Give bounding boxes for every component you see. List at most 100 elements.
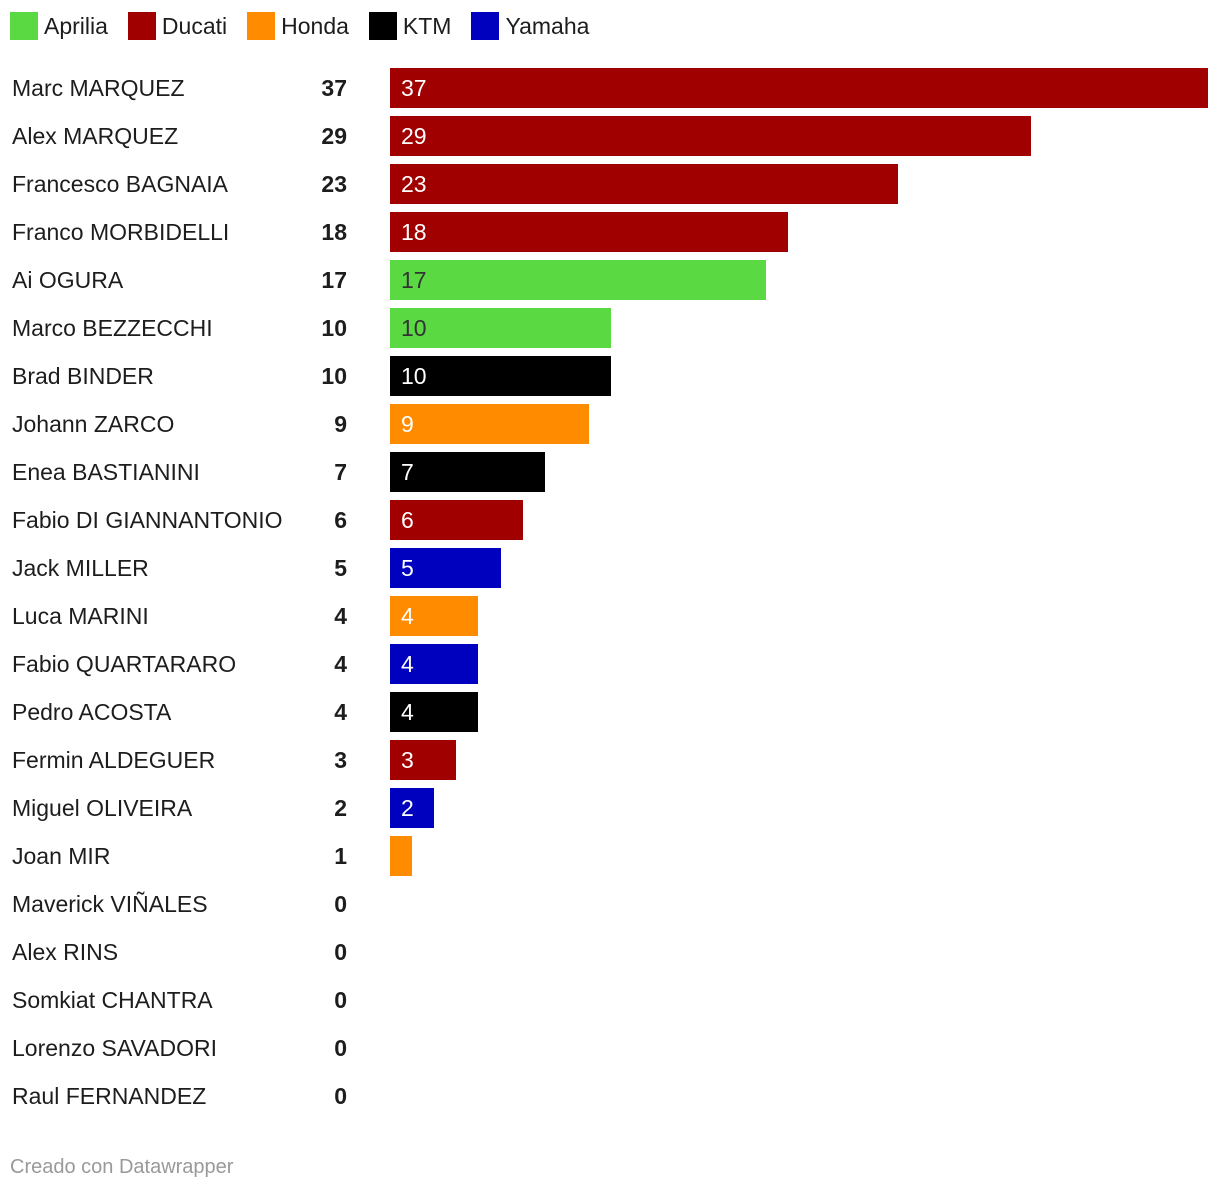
value-label: 2 bbox=[334, 795, 347, 821]
value-label: 3 bbox=[334, 747, 347, 773]
category-label: Maverick VIÑALES bbox=[12, 891, 208, 917]
category-label: Somkiat CHANTRA bbox=[12, 987, 213, 1013]
bar-data-label: 4 bbox=[401, 603, 414, 629]
legend-label: KTM bbox=[402, 12, 452, 39]
bar-row: Luca MARINI 4 4 bbox=[0, 596, 1220, 636]
value-label: 0 bbox=[334, 939, 347, 965]
legend-item: Honda bbox=[247, 12, 349, 40]
category-label: Fermin ALDEGUER bbox=[12, 747, 216, 773]
category-label: Ai OGURA bbox=[12, 267, 124, 293]
value-label: 37 bbox=[321, 75, 347, 101]
category-label: Alex RINS bbox=[12, 939, 119, 965]
value-label: 0 bbox=[334, 1083, 347, 1109]
bar-data-label: 10 bbox=[401, 315, 427, 341]
bar-row: Fabio DI GIANNANTONIO 6 6 bbox=[0, 500, 1220, 540]
legend-swatch bbox=[247, 12, 276, 40]
value-label: 4 bbox=[334, 603, 347, 629]
bar: 6 bbox=[390, 500, 523, 540]
legend-swatch bbox=[368, 12, 397, 40]
category-label: Fabio DI GIANNANTONIO bbox=[12, 507, 283, 533]
bar: 10 bbox=[390, 308, 612, 348]
category-label: Enea BASTIANINI bbox=[12, 459, 200, 485]
bar: 4 bbox=[390, 692, 479, 732]
bar-data-label: 9 bbox=[401, 411, 414, 437]
bar-row: Joan MIR 1 bbox=[0, 836, 1220, 876]
bar-row: Johann ZARCO 9 9 bbox=[0, 404, 1220, 444]
category-label: Francesco BAGNAIA bbox=[12, 171, 229, 197]
category-label: Franco MORBIDELLI bbox=[12, 219, 230, 245]
category-label: Pedro ACOSTA bbox=[12, 699, 172, 725]
bar-row: Pedro ACOSTA 4 4 bbox=[0, 692, 1220, 732]
category-label: Brad BINDER bbox=[12, 363, 154, 389]
value-label: 6 bbox=[334, 507, 347, 533]
legend: Aprilia Ducati Honda KTM Yamaha bbox=[10, 12, 609, 40]
bar bbox=[390, 836, 413, 876]
bar: 9 bbox=[390, 404, 589, 444]
bar-data-label: 29 bbox=[401, 123, 427, 149]
bar-row: Ai OGURA 17 17 bbox=[0, 260, 1220, 300]
category-label: Luca MARINI bbox=[12, 603, 149, 629]
bar-data-label: 6 bbox=[401, 507, 414, 533]
value-label: 29 bbox=[321, 123, 347, 149]
bar-data-label: 23 bbox=[401, 171, 427, 197]
legend-item: KTM bbox=[368, 12, 452, 40]
category-label: Joan MIR bbox=[12, 843, 111, 869]
category-label: Marco BEZZECCHI bbox=[12, 315, 213, 341]
bar: 4 bbox=[390, 596, 479, 636]
legend-swatch bbox=[471, 12, 500, 40]
category-label: Marc MARQUEZ bbox=[12, 75, 185, 101]
bar-row: Raul FERNANDEZ 0 bbox=[0, 1076, 1220, 1116]
value-label: 17 bbox=[321, 267, 347, 293]
value-label: 9 bbox=[334, 411, 347, 437]
bar-row: Maverick VIÑALES 0 bbox=[0, 884, 1220, 924]
bar-data-label: 4 bbox=[401, 651, 414, 677]
footer-credit[interactable]: Creado con Datawrapper bbox=[10, 1156, 234, 1178]
bar-data-label: 37 bbox=[401, 75, 427, 101]
bar-data-label: 3 bbox=[401, 747, 414, 773]
bar-row: Brad BINDER 10 10 bbox=[0, 356, 1220, 396]
bar-data-label: 10 bbox=[401, 363, 427, 389]
legend-swatch bbox=[10, 12, 38, 40]
bar-data-label: 18 bbox=[401, 219, 427, 245]
category-label: Raul FERNANDEZ bbox=[12, 1083, 207, 1109]
bar-data-label: 7 bbox=[401, 459, 414, 485]
legend-label: Aprilia bbox=[44, 12, 108, 39]
value-label: 0 bbox=[334, 1035, 347, 1061]
bar-row: Jack MILLER 5 5 bbox=[0, 548, 1220, 588]
bar-data-label: 5 bbox=[401, 555, 414, 581]
bar-row: Somkiat CHANTRA 0 bbox=[0, 980, 1220, 1020]
bar: 2 bbox=[390, 788, 435, 828]
legend-swatch bbox=[127, 12, 156, 40]
legend-label: Ducati bbox=[161, 12, 228, 39]
value-label: 0 bbox=[334, 987, 347, 1013]
bar-row: Marc MARQUEZ 37 37 bbox=[0, 68, 1220, 108]
bar-row: Enea BASTIANINI 7 7 bbox=[0, 452, 1220, 492]
legend-item: Yamaha bbox=[471, 12, 589, 40]
bar-row: Fabio QUARTARARO 4 4 bbox=[0, 644, 1220, 684]
bar-row: Franco MORBIDELLI 18 18 bbox=[0, 212, 1220, 252]
value-label: 5 bbox=[334, 555, 347, 581]
bar-row: Lorenzo SAVADORI 0 bbox=[0, 1028, 1220, 1068]
legend-label: Yamaha bbox=[505, 12, 590, 39]
bar-row: Marco BEZZECCHI 10 10 bbox=[0, 308, 1220, 348]
bar-row: Fermin ALDEGUER 3 3 bbox=[0, 740, 1220, 780]
value-label: 18 bbox=[321, 219, 347, 245]
bar: 37 bbox=[390, 68, 1208, 108]
value-label: 7 bbox=[334, 459, 347, 485]
category-label: Fabio QUARTARARO bbox=[12, 651, 237, 677]
bar-row: Alex RINS 0 bbox=[0, 932, 1220, 972]
value-label: 23 bbox=[321, 171, 347, 197]
bar-row: Miguel OLIVEIRA 2 2 bbox=[0, 788, 1220, 828]
bar: 10 bbox=[390, 356, 612, 396]
bar: 18 bbox=[390, 212, 788, 252]
bar: 4 bbox=[390, 644, 479, 684]
category-label: Miguel OLIVEIRA bbox=[12, 795, 193, 821]
category-label: Jack MILLER bbox=[12, 555, 149, 581]
bar: 17 bbox=[390, 260, 766, 300]
value-label: 4 bbox=[334, 651, 347, 677]
category-label: Johann ZARCO bbox=[12, 411, 175, 437]
bar-row: Francesco BAGNAIA 23 23 bbox=[0, 164, 1220, 204]
value-label: 4 bbox=[334, 699, 347, 725]
bar: 3 bbox=[390, 740, 457, 780]
